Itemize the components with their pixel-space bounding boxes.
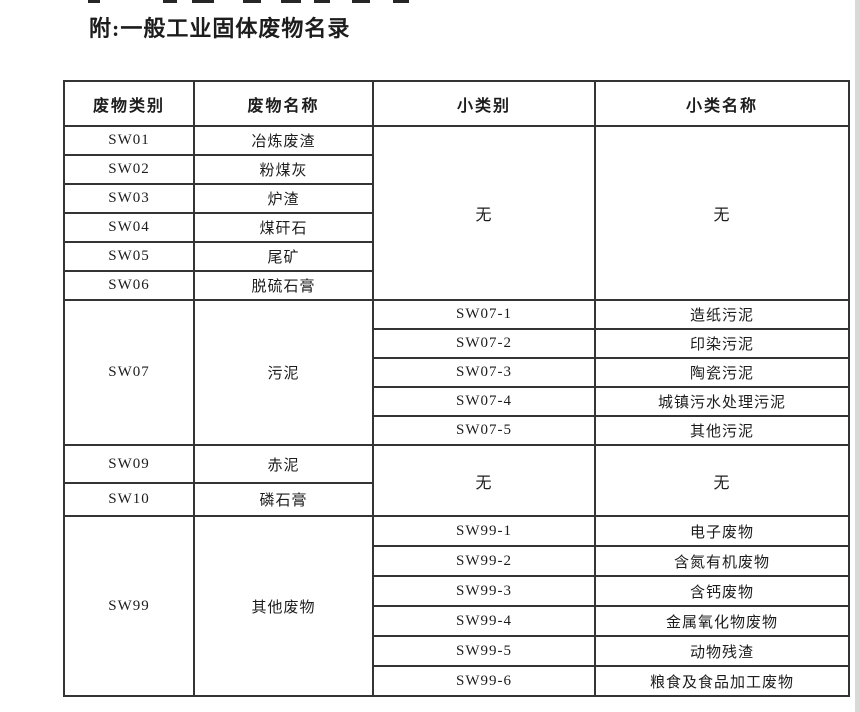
table-row: SW05 尾矿 — [63, 241, 849, 272]
cell-subcategory-name: 城镇污水处理污泥 — [594, 386, 850, 417]
table-row: SW04 煤矸石 — [63, 212, 849, 243]
table-row: SW01 冶炼废渣 无 无 — [63, 125, 850, 301]
table-row: SW07-5 其他污泥 — [64, 415, 850, 446]
cell-category-code: SW03 — [63, 183, 195, 214]
cell-category-name: 冶炼废渣 — [193, 125, 374, 156]
cell-category-code: SW09 — [63, 444, 195, 484]
cell-category-code: SW10 — [63, 482, 195, 517]
cell-subcategory-code: SW07-5 — [372, 415, 596, 446]
cell-subcategory-code: SW07-3 — [372, 357, 596, 388]
cell-subcategory-code: SW99-2 — [372, 545, 596, 577]
table-row: SW99-4 金属氧化物废物 — [64, 605, 850, 637]
cell-subcategory-code: SW07-2 — [372, 328, 596, 359]
table-row: SW09 赤泥 无 无 — [63, 444, 850, 517]
waste-catalog-table: 废物类别 废物名称 小类别 小类名称 SW01 冶炼废渣 无 无 SW02 粉煤… — [63, 80, 850, 697]
cell-subcategory-code: SW07-4 — [372, 386, 596, 417]
cell-subcategory-code: SW99-3 — [372, 575, 596, 607]
cell-category-code: SW04 — [63, 212, 195, 243]
cell-subcategory-name: 印染污泥 — [594, 328, 850, 359]
cell-subcategory-name: 含钙废物 — [594, 575, 850, 607]
cell-category-name: 炉渣 — [193, 183, 374, 214]
cell-category-code: SW01 — [63, 125, 195, 156]
cell-category-code: SW02 — [63, 154, 195, 185]
cell-subcategory-name: 含氮有机废物 — [594, 545, 850, 577]
header-waste-category: 废物类别 — [63, 80, 195, 127]
cell-subcategory-code: SW99-5 — [372, 635, 596, 667]
cell-subcategory-code: SW99-4 — [372, 605, 596, 637]
cell-category-name: 尾矿 — [193, 241, 374, 272]
page-title: 附:一般工业固体废物名录 — [89, 16, 351, 41]
cell-category-name: 赤泥 — [193, 444, 374, 484]
table-row: SW99 其他废物 SW99-1 电子废物 — [63, 515, 850, 697]
cell-subcategory-name: 造纸污泥 — [594, 299, 850, 330]
cell-subcategory-name: 陶瓷污泥 — [594, 357, 850, 388]
cropped-text-artifact — [0, 0, 860, 4]
cell-category-name: 磷石膏 — [193, 482, 374, 517]
cell-subcategory-name: 金属氧化物废物 — [594, 605, 850, 637]
merged-subcategory-name-none: 无 — [594, 125, 850, 301]
page-edge-strip — [855, 0, 860, 712]
cell-subcategory-name: 其他污泥 — [594, 415, 850, 446]
table-row: SW06 脱硫石膏 — [63, 270, 849, 301]
table-row: SW03 炉渣 — [63, 183, 849, 214]
cell-subcategory-code: SW99-6 — [372, 665, 596, 697]
table-row: SW02 粉煤灰 — [63, 154, 849, 185]
cell-subcategory-name: 粮食及食品加工废物 — [594, 665, 850, 697]
table-row: SW07-2 印染污泥 — [64, 328, 850, 359]
merged-category-code: SW07 — [63, 299, 195, 446]
merged-subcategory-none: 无 — [372, 444, 596, 517]
merged-subcategory-none: 无 — [372, 125, 596, 301]
cell-subcategory-name: 动物残渣 — [594, 635, 850, 667]
table-row: SW07-4 城镇污水处理污泥 — [64, 386, 850, 417]
table-row: SW99-3 含钙废物 — [64, 575, 850, 607]
table-row: SW99-2 含氮有机废物 — [64, 545, 850, 577]
table-header-row: 废物类别 废物名称 小类别 小类名称 — [63, 80, 850, 127]
header-subcategory-name: 小类名称 — [594, 80, 850, 127]
table-row: SW07 污泥 SW07-1 造纸污泥 — [63, 299, 850, 446]
merged-subcategory-name-none: 无 — [594, 444, 850, 517]
cell-category-name: 脱硫石膏 — [193, 270, 374, 301]
cell-category-code: SW05 — [63, 241, 195, 272]
merged-category-name: 其他废物 — [193, 515, 374, 697]
cell-category-code: SW06 — [63, 270, 195, 301]
cell-category-name: 粉煤灰 — [193, 154, 374, 185]
merged-category-code: SW99 — [63, 515, 195, 697]
header-subcategory: 小类别 — [372, 80, 596, 127]
table-row: SW07-3 陶瓷污泥 — [64, 357, 850, 388]
cell-category-name: 煤矸石 — [193, 212, 374, 243]
cell-subcategory-code: SW07-1 — [372, 299, 596, 330]
cell-subcategory-code: SW99-1 — [372, 515, 596, 547]
cell-subcategory-name: 电子废物 — [594, 515, 850, 547]
table-row: SW99-5 动物残渣 — [64, 635, 850, 667]
merged-category-name: 污泥 — [193, 299, 374, 446]
table-row: SW99-6 粮食及食品加工废物 — [64, 665, 850, 697]
table-row: SW10 磷石膏 — [63, 482, 849, 517]
header-waste-name: 废物名称 — [193, 80, 374, 127]
